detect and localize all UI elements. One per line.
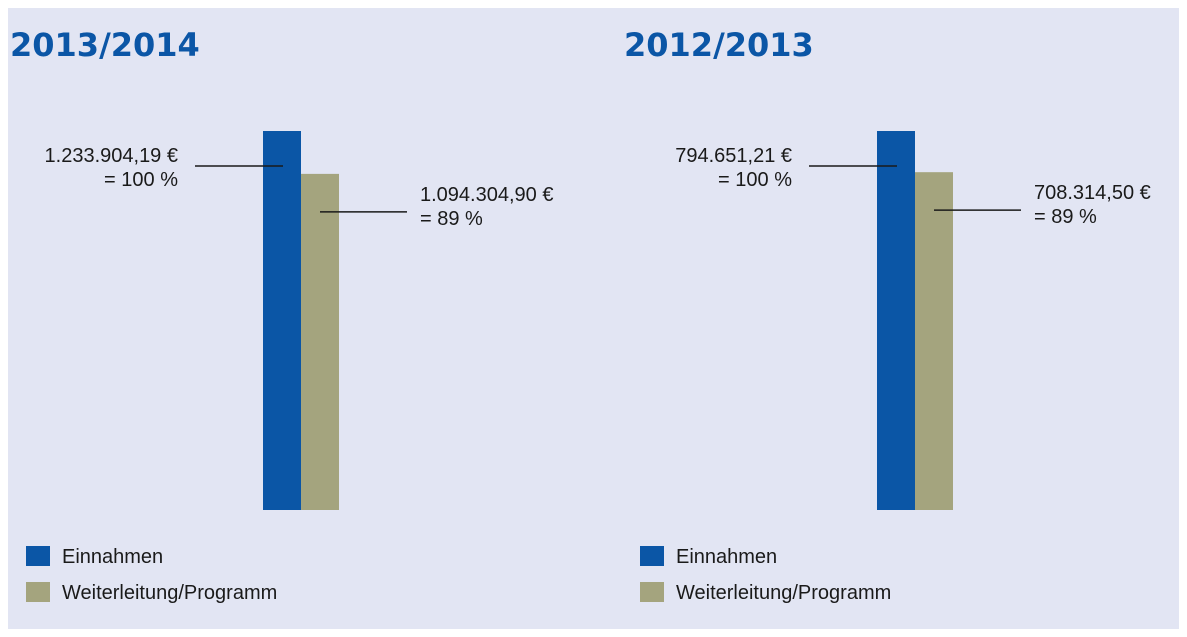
legend-label: Einnahmen (676, 546, 777, 568)
percent-label: = 100 % (718, 169, 792, 191)
value-label: 1.233.904,19 € (45, 145, 178, 167)
chart-title: 2012/2013 (624, 26, 814, 64)
legend-label: Weiterleitung/Programm (62, 582, 277, 604)
value-label: 794.651,21 € (675, 145, 792, 167)
percent-label: = 89 % (420, 208, 483, 230)
bar (263, 131, 301, 510)
legend-swatch (26, 546, 50, 566)
legend-swatch (640, 546, 664, 566)
chart-title: 2013/2014 (10, 26, 200, 64)
percent-label: = 89 % (1034, 206, 1097, 228)
legend-label: Weiterleitung/Programm (676, 582, 891, 604)
value-label: 708.314,50 € (1034, 182, 1151, 204)
panel (8, 8, 1179, 629)
legend-swatch (640, 582, 664, 602)
bar (877, 131, 915, 510)
legend-swatch (26, 582, 50, 602)
bar (915, 172, 953, 511)
percent-label: = 100 % (104, 169, 178, 191)
value-label: 1.094.304,90 € (420, 184, 553, 206)
legend-label: Einnahmen (62, 546, 163, 568)
bar (301, 173, 339, 510)
